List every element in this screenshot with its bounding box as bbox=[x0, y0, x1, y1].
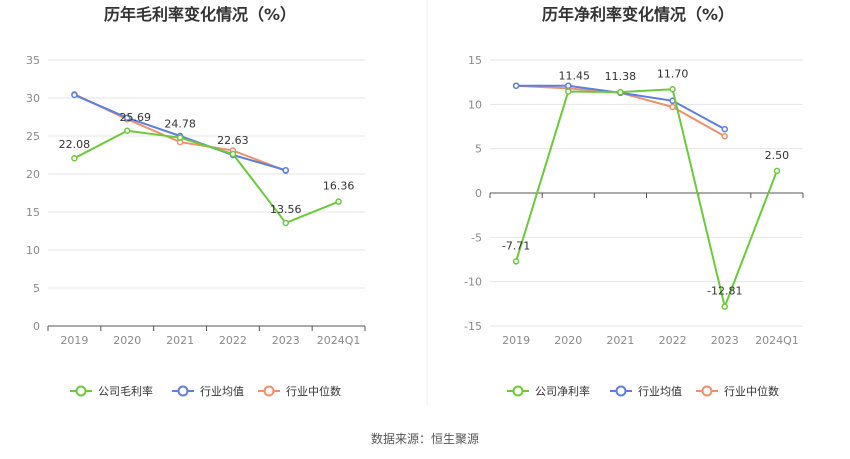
legend-marker-industry_median bbox=[701, 385, 713, 397]
x-tick-label: 2021 bbox=[606, 334, 634, 347]
data-label: 13.56 bbox=[270, 203, 302, 216]
x-tick-label: 2020 bbox=[554, 334, 582, 347]
data-point-company bbox=[124, 127, 131, 135]
net-margin-legend: 公司净利率 行业均值 行业中位数 bbox=[507, 384, 779, 398]
x-tick-label: 2022 bbox=[659, 334, 687, 347]
y-tick-label: 15 bbox=[26, 206, 40, 219]
data-point-industry_median bbox=[669, 103, 676, 111]
x-tick-label: 2024Q1 bbox=[317, 334, 361, 347]
legend-label-industry_avg: 行业均值 bbox=[638, 385, 682, 398]
y-tick-label: 15 bbox=[468, 54, 482, 67]
data-point-industry_avg bbox=[512, 82, 520, 89]
series-line-company bbox=[73, 129, 339, 225]
data-point-company bbox=[229, 150, 237, 158]
data-label: 11.70 bbox=[657, 67, 689, 80]
legend-label-industry_median: 行业中位数 bbox=[286, 384, 341, 398]
data-label: -7.71 bbox=[502, 239, 530, 252]
data-label: 22.08 bbox=[59, 138, 91, 151]
x-tick-label: 2019 bbox=[60, 334, 88, 347]
y-tick-label: -15 bbox=[464, 320, 482, 333]
data-label: 11.45 bbox=[559, 69, 591, 82]
data-point-industry_median bbox=[721, 133, 728, 140]
x-tick-label: 2019 bbox=[502, 334, 530, 347]
x-tick-label: 2024Q1 bbox=[755, 334, 799, 347]
data-point-industry_avg bbox=[71, 91, 78, 99]
data-point-company bbox=[176, 134, 184, 141]
x-tick-label: 2021 bbox=[166, 334, 194, 347]
y-tick-label: 20 bbox=[26, 168, 40, 181]
legend-marker-industry_avg bbox=[177, 385, 189, 397]
y-tick-label: 30 bbox=[26, 92, 40, 105]
data-label: 22.63 bbox=[217, 134, 249, 147]
x-tick-label: 2022 bbox=[219, 334, 247, 347]
y-tick-label: 25 bbox=[26, 130, 40, 143]
y-tick-label: 10 bbox=[26, 244, 40, 257]
legend-label-company: 公司毛利率 bbox=[98, 384, 153, 398]
x-tick-label: 2023 bbox=[272, 334, 300, 347]
data-point-company bbox=[617, 88, 624, 96]
data-point-company bbox=[282, 219, 289, 227]
data-label: -12.81 bbox=[707, 285, 742, 298]
y-tick-label: 0 bbox=[475, 187, 482, 200]
x-tick-label: 2023 bbox=[711, 334, 739, 347]
data-point-company bbox=[669, 86, 676, 93]
net-margin-chart-title: 历年净利率变化情况（%） bbox=[542, 5, 734, 24]
data-point-company bbox=[512, 258, 520, 265]
data-point-company bbox=[335, 198, 342, 205]
y-tick-label: 35 bbox=[26, 54, 40, 67]
x-tick-label: 2020 bbox=[113, 334, 141, 347]
data-point-company bbox=[721, 303, 728, 310]
data-source-note: 数据来源：恒生聚源 bbox=[371, 431, 479, 446]
y-tick-label: 10 bbox=[468, 98, 482, 111]
legend-marker-industry_median bbox=[263, 385, 275, 397]
data-point-company bbox=[71, 154, 78, 162]
data-point-industry_avg bbox=[124, 114, 131, 122]
data-label: 11.38 bbox=[605, 70, 637, 83]
data-label: 24.78 bbox=[164, 118, 196, 131]
data-label: 25.69 bbox=[120, 111, 152, 124]
data-point-industry_avg bbox=[282, 166, 289, 174]
data-point-company bbox=[565, 88, 572, 95]
legend-marker-industry_avg bbox=[615, 385, 627, 397]
legend-label-industry_avg: 行业均值 bbox=[200, 385, 244, 398]
y-tick-label: -10 bbox=[464, 276, 482, 289]
legend-marker-company bbox=[512, 385, 524, 397]
y-tick-label: 0 bbox=[33, 320, 40, 333]
data-point-company bbox=[773, 167, 781, 175]
legend-marker-company bbox=[75, 385, 87, 397]
series-line-company bbox=[515, 88, 778, 310]
legend-label-company: 公司净利率 bbox=[535, 384, 590, 398]
gross-margin-chart: 0 5 10 15 20 25 30 35 2019 2020 2021 2022 2023 2024Q1… bbox=[26, 54, 366, 347]
gross-margin-legend: 公司毛利率 行业均值 行业中位数 bbox=[70, 384, 341, 398]
y-tick-label: -5 bbox=[471, 231, 482, 244]
y-tick-label: 5 bbox=[475, 143, 482, 156]
net-margin-chart: -15 -10 -5 0 5 10 15 2019 2020 2021 2022 2023 2024Q1… bbox=[464, 54, 804, 347]
y-tick-label: 5 bbox=[33, 282, 40, 295]
data-label: 16.36 bbox=[323, 180, 355, 193]
legend-label-industry_median: 行业中位数 bbox=[724, 384, 779, 398]
gross-margin-chart-title: 历年毛利率变化情况（%） bbox=[104, 5, 296, 24]
series-line-industry_median bbox=[73, 93, 287, 172]
data-label: 2.50 bbox=[765, 149, 790, 162]
data-point-industry_avg bbox=[721, 125, 728, 133]
data-point-industry_avg bbox=[565, 82, 572, 89]
